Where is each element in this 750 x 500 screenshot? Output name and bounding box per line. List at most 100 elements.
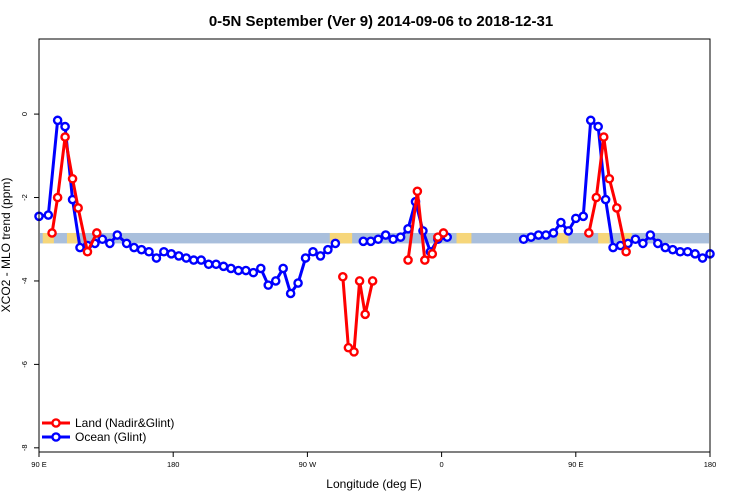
series-line (587, 135, 628, 253)
data-point (526, 232, 536, 242)
data-point (129, 242, 139, 253)
land-band-segment (620, 232, 632, 244)
data-point (73, 203, 83, 213)
data-point (105, 238, 115, 249)
data-point (645, 230, 656, 240)
data-point (218, 261, 229, 272)
data-point (196, 255, 206, 265)
data-point (690, 249, 700, 259)
data-point (612, 203, 622, 213)
data-point (241, 265, 251, 276)
data-point (67, 173, 78, 184)
data-point (556, 217, 566, 228)
data-point (60, 132, 70, 142)
legend-label: Land (Nadir&Glint) (75, 416, 174, 430)
data-point (144, 246, 154, 257)
data-point (591, 192, 602, 203)
data-point (52, 115, 63, 126)
data-point (697, 253, 708, 263)
data-point (278, 263, 288, 274)
data-point (285, 288, 296, 299)
data-point (518, 234, 529, 245)
land-band-segment (557, 232, 569, 244)
x-tick-label: 90 W (299, 460, 317, 469)
data-point (360, 309, 370, 320)
data-point (420, 255, 430, 265)
data-point (533, 230, 544, 240)
data-point (151, 253, 162, 263)
data-point (608, 242, 618, 253)
data-point (248, 267, 259, 278)
land-band-segment (42, 232, 54, 244)
data-point (233, 265, 244, 276)
legend-item: Ocean (Glint) (42, 430, 146, 444)
data-point (263, 280, 274, 290)
data-point (593, 121, 603, 132)
data-point (136, 244, 147, 255)
data-point (584, 228, 594, 238)
data-point (323, 244, 333, 255)
data-point (600, 194, 611, 205)
data-point (438, 228, 449, 238)
data-point (52, 192, 63, 203)
y-tick-label: -2 (20, 194, 29, 201)
data-point (604, 173, 615, 184)
y-tick-label: 0 (20, 112, 29, 116)
legend-item: Land (Nadir&Glint) (42, 416, 174, 430)
data-point (667, 244, 678, 255)
data-point (308, 246, 318, 257)
data-point (82, 246, 93, 257)
data-point (226, 263, 236, 274)
data-point (395, 232, 406, 242)
data-point (660, 242, 671, 253)
series-line (341, 276, 375, 354)
data-point (293, 278, 303, 288)
data-point (354, 276, 365, 286)
land-band-segment (66, 232, 81, 244)
data-point (75, 242, 85, 253)
data-point (211, 259, 221, 270)
data-point (541, 230, 551, 240)
data-point (97, 234, 108, 245)
y-tick-label: -4 (20, 278, 29, 285)
data-point (373, 234, 384, 245)
plot-frame (38, 38, 711, 453)
x-axis-label: Longitude (deg E) (326, 477, 421, 491)
data-point (367, 276, 378, 286)
series-ocean (34, 115, 715, 299)
data-point (653, 238, 663, 249)
x-tick-label: 90 E (31, 460, 46, 469)
data-point (43, 210, 54, 220)
land-band-segment (456, 232, 472, 244)
legend-swatch-point (51, 432, 61, 442)
data-point (571, 213, 581, 224)
series-land (47, 132, 631, 357)
chart-title: 0-5N September (Ver 9) 2014-09-06 to 201… (209, 13, 553, 30)
data-point (427, 249, 438, 259)
data-point (548, 228, 559, 238)
data-point (638, 238, 648, 249)
data-point (630, 234, 641, 245)
data-point (60, 121, 70, 132)
data-point (675, 246, 685, 257)
data-point (91, 228, 102, 238)
data-point (112, 230, 123, 240)
x-tick-label: 0 (440, 460, 444, 469)
data-point (563, 226, 574, 236)
legend-swatch-point (51, 418, 61, 428)
data-point (585, 115, 596, 126)
land-band-segment (598, 232, 610, 244)
land-band-segment (329, 232, 353, 244)
data-point (203, 259, 214, 270)
x-tick-label: 180 (167, 460, 180, 469)
x-tick-label: 90 E (568, 460, 583, 469)
data-point (621, 246, 631, 257)
data-point (349, 347, 359, 357)
data-point (598, 132, 609, 142)
data-point (578, 211, 589, 222)
data-point (330, 238, 341, 249)
legend: Land (Nadir&Glint)Ocean (Glint) (42, 416, 174, 444)
data-point (403, 255, 413, 265)
data-point (412, 186, 423, 197)
